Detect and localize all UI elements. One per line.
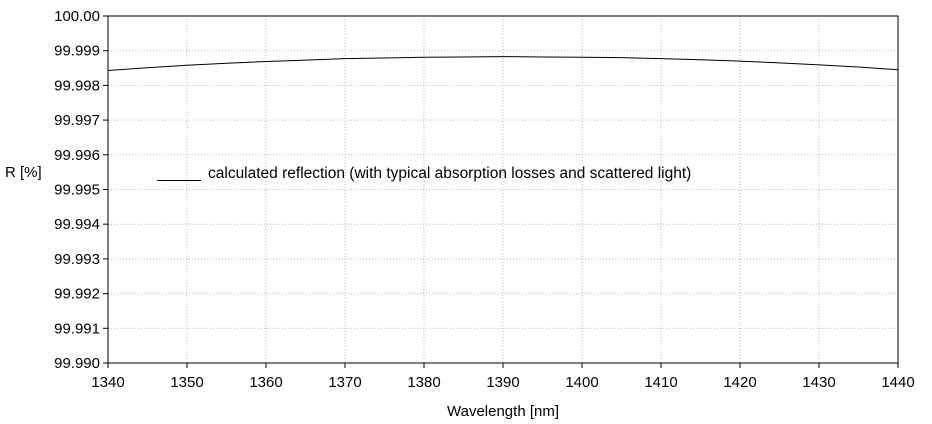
y-tick-label: 99.993 [54,251,100,268]
legend-label: calculated reflection (with typical abso… [208,165,691,182]
x-tick-label: 1390 [486,374,519,391]
y-tick-label: 99.995 [54,182,100,199]
x-tick-label: 1400 [565,374,598,391]
x-tick-label: 1340 [91,374,124,391]
grid-lines [108,16,898,363]
series-layer [107,56,899,71]
x-tick-label: 1380 [407,374,440,391]
y-tick-label: 99.992 [54,286,100,303]
legend: calculated reflection (with typical abso… [157,165,691,182]
x-tick-label: 1440 [881,374,914,391]
y-axis-label: R [%] [5,164,42,181]
y-tick-label: 99.996 [54,147,100,164]
x-tick-label: 1370 [328,374,361,391]
y-axis-ticks: 99.990 99.991 99.992 99.993 99.994 99.995 99.9… [54,8,108,372]
x-axis-label: Wavelength [nm] [447,403,559,420]
series-line [107,56,899,71]
y-tick-label: 100.00 [54,8,100,25]
x-tick-label: 1410 [644,374,677,391]
y-tick-label: 99.991 [54,320,100,337]
y-tick-label: 99.997 [54,112,100,129]
x-tick-label: 1430 [802,374,835,391]
y-tick-label: 99.990 [54,355,100,372]
y-tick-label: 99.998 [54,77,100,94]
y-tick-label: 99.994 [54,216,100,233]
y-tick-label: 99.999 [54,43,100,60]
x-axis-ticks: 1340 1350 1360 1370 1380 1390 1400 1410 1420 1430… [91,363,915,391]
x-tick-label: 1420 [723,374,756,391]
x-tick-label: 1360 [249,374,282,391]
x-tick-label: 1350 [170,374,203,391]
